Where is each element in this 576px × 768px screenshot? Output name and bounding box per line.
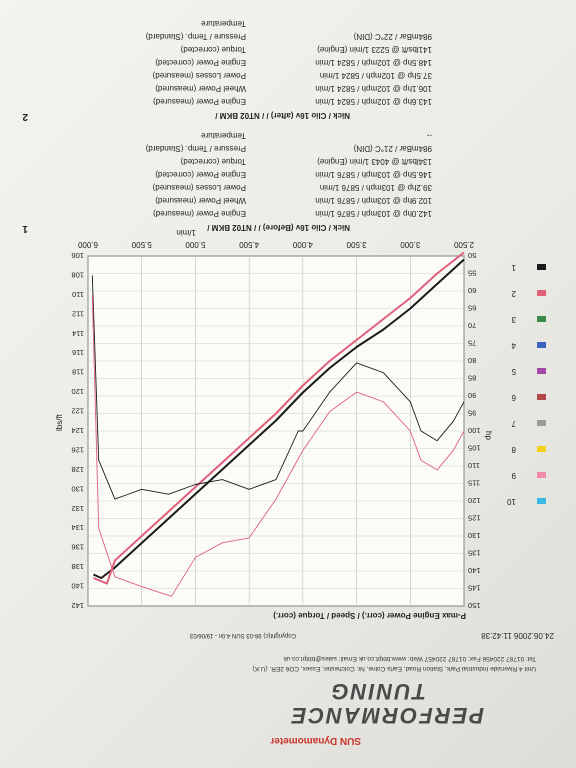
- torque-tick-label: 138: [71, 562, 84, 571]
- result-value: 106.1hp @ 102mph / 5824 1/min: [315, 84, 432, 93]
- x-tick-label: 6.000: [77, 240, 98, 249]
- series-torque-run-1: [91, 275, 465, 500]
- torque-tick-label: 116: [72, 348, 84, 357]
- hp-tick-label: 150: [468, 601, 481, 610]
- torque-tick-label: 108: [71, 270, 84, 279]
- result-label: Engine Power (corrected): [155, 58, 246, 67]
- x-tick-label: 3.000: [400, 240, 421, 249]
- result-value: 141lbs/ft @ 5223 1/min (Engine): [317, 45, 432, 54]
- result-label: Pressure / Temp. (Standard): [145, 32, 246, 41]
- hp-tick-label: 135: [468, 549, 481, 558]
- run-title: Nick / Clio 16v (after) / / NT02 BKM /: [215, 111, 350, 120]
- torque-tick-label: 130: [71, 484, 84, 493]
- torque-tick-label: 126: [71, 445, 84, 454]
- torque-tick-label: 136: [71, 543, 84, 552]
- hp-tick-label: 125: [468, 514, 481, 523]
- torque-tick-label: 120: [71, 387, 84, 396]
- result-value: 142.0hp @ 103mph / 5876 1/min: [315, 209, 432, 218]
- result-value: 143.6hp @ 102mph / 5824 1/min: [315, 97, 432, 106]
- result-label: Wheel Power (measured): [155, 196, 246, 205]
- hp-tick-label: 85: [468, 374, 476, 383]
- x-tick-label: 4.000: [292, 240, 313, 249]
- result-value: 39.2hp @ 103mph / 5876 1/min: [319, 183, 432, 192]
- result-label: Power Losses (measured): [152, 71, 246, 80]
- torque-tick-label: 118: [72, 368, 84, 377]
- hp-tick-label: 65: [468, 304, 476, 313]
- result-value: 146.5hp @ 103mph / 5876 1/min: [315, 170, 432, 179]
- x-tick-label: 3.500: [346, 240, 367, 249]
- hp-tick-label: 95: [468, 409, 476, 418]
- torque-tick-label: 128: [71, 465, 84, 474]
- torque-tick-label: 134: [71, 523, 84, 532]
- torque-tick-label: 114: [72, 329, 84, 338]
- torque-tick-label: 140: [71, 582, 84, 591]
- x-axis-label: 1/min: [176, 228, 196, 237]
- result-value: 984mBar / 22°C (DIN): [353, 32, 432, 41]
- result-label: Engine Power (measured): [153, 209, 246, 218]
- torque-tick-label: 122: [71, 407, 84, 416]
- hp-tick-label: 80: [468, 356, 476, 365]
- result-label: Temperature: [201, 131, 246, 140]
- result-label: Engine Power (corrected): [155, 170, 246, 179]
- hp-tick-label: 140: [468, 566, 481, 575]
- hp-tick-label: 110: [468, 461, 480, 470]
- hp-tick-label: 75: [468, 339, 476, 348]
- run-number: 2: [22, 111, 28, 122]
- x-tick-label: 5.500: [131, 240, 152, 249]
- result-label: Temperature: [201, 19, 246, 28]
- result-label: Engine Power (measured): [153, 97, 246, 106]
- torque-tick-label: 112: [72, 309, 84, 318]
- hp-tick-label: 50: [468, 251, 476, 260]
- run-number: 1: [22, 223, 28, 234]
- torque-tick-label: 124: [71, 426, 84, 435]
- result-value: 37.5hp @ 102mph / 5824 1/min: [319, 71, 432, 80]
- torque-tick-label: 142: [71, 601, 84, 610]
- result-value: 148.5hp @ 102mph / 5824 1/min: [315, 58, 432, 67]
- result-label: Power Losses (measured): [152, 183, 246, 192]
- hp-axis-label: hp: [484, 431, 493, 440]
- x-tick-label: 4.500: [239, 240, 260, 249]
- result-value: 134lbs/ft @ 4043 1/min (Engine): [317, 157, 432, 166]
- series-power-run-2: [93, 251, 465, 585]
- result-label: Wheel Power (measured): [155, 84, 246, 93]
- result-value: 102.9hp @ 103mph / 5876 1/min: [315, 196, 432, 205]
- hp-tick-label: 90: [468, 391, 476, 400]
- result-label: Torque (corrected): [180, 45, 246, 54]
- result-value: --: [426, 131, 432, 140]
- hp-tick-label: 130: [468, 531, 481, 540]
- result-value: 984mBar / 21°C (DIN): [353, 144, 432, 153]
- result-label: Torque (corrected): [180, 157, 246, 166]
- hp-tick-label: 115: [468, 479, 480, 488]
- torque-axis-label: lbs/ft: [55, 413, 64, 431]
- torque-tick-label: 110: [72, 290, 84, 299]
- hp-tick-label: 145: [468, 584, 481, 593]
- torque-tick-label: 106: [71, 251, 84, 260]
- x-tick-label: 2.500: [453, 240, 474, 249]
- result-label: Pressure / Temp. (Standard): [145, 144, 246, 153]
- series-torque-run-2: [91, 294, 465, 597]
- hp-tick-label: 70: [468, 321, 476, 330]
- x-tick-label: 5.000: [185, 240, 206, 249]
- hp-tick-label: 60: [468, 286, 476, 295]
- run-title: Nick / Clio 16v (Before) / / NT02 BKM /: [207, 223, 350, 232]
- hp-tick-label: 55: [468, 269, 476, 278]
- torque-tick-label: 132: [71, 504, 84, 513]
- series-power-run-1: [92, 258, 465, 579]
- hp-tick-label: 100: [468, 426, 481, 435]
- hp-tick-label: 120: [468, 496, 481, 505]
- hp-tick-label: 105: [468, 444, 481, 453]
